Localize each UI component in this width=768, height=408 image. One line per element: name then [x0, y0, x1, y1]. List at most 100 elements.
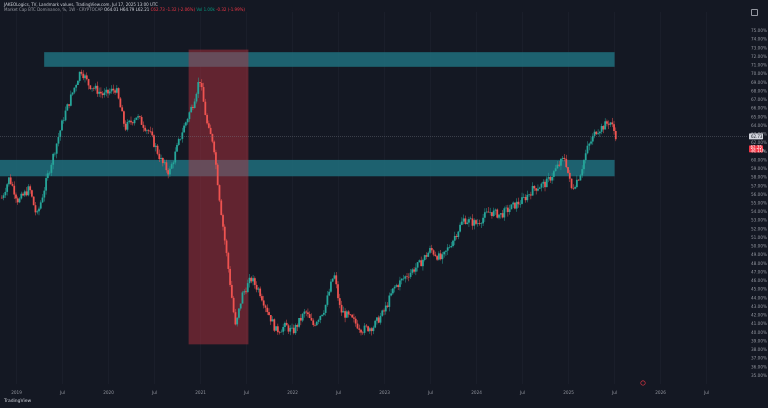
chart-zones	[0, 49, 615, 345]
candle-body	[370, 328, 373, 332]
candle-body	[377, 317, 380, 323]
candle-body	[307, 312, 309, 315]
time-tick-label: 2022	[287, 390, 298, 395]
tradingview-logo-icon: TradingView	[4, 399, 31, 404]
candle-body	[448, 247, 451, 248]
candle-body	[82, 73, 85, 79]
price-tick-label: 40.00%	[751, 330, 767, 335]
chart-settings-icon[interactable]	[751, 9, 758, 16]
candle-body	[575, 179, 578, 188]
candle-body	[11, 184, 14, 186]
chart-publisher-line: JAKEOLogics, TV, Landmark values, Tradin…	[4, 2, 158, 7]
candle-body	[501, 213, 504, 218]
candle-body	[561, 157, 564, 159]
candle-body	[528, 194, 530, 196]
candle-body	[455, 235, 458, 237]
price-tick-label: 47.00%	[751, 269, 767, 274]
candle-body	[413, 269, 415, 272]
candle-body	[301, 313, 304, 321]
candle-body	[57, 137, 60, 144]
candle-body	[230, 284, 233, 298]
candle-body	[556, 164, 559, 169]
symbol-ohlc-line: Market Cap BTC Dominance, %, 1W · CRYPTO…	[4, 7, 245, 12]
candle-body	[238, 308, 240, 318]
candle-body	[597, 133, 600, 135]
candle-body	[340, 304, 343, 313]
price-tick-label: 71.00%	[751, 63, 767, 68]
candle-body	[114, 90, 116, 93]
candle-body	[462, 218, 465, 222]
candle-body	[287, 325, 290, 332]
candle-body	[522, 197, 525, 198]
candle-body	[591, 135, 594, 142]
candle-body	[153, 135, 155, 147]
candle-body	[59, 130, 62, 138]
candle-body	[269, 315, 272, 322]
candle-body	[158, 153, 161, 160]
candle-body	[492, 210, 495, 217]
time-tick-label: Jul	[611, 390, 617, 395]
candle-body	[572, 188, 575, 189]
candle-body	[243, 291, 246, 293]
candle-body	[18, 198, 21, 203]
price-tick-label: 70.00%	[751, 71, 767, 76]
time-tick-label: Jul	[427, 390, 433, 395]
candle-body	[464, 218, 467, 224]
candle-body	[303, 311, 306, 314]
candle-body	[206, 115, 208, 124]
candle-body	[225, 240, 228, 253]
candle-body	[62, 120, 65, 121]
candle-body	[289, 327, 292, 332]
price-tick-label: 74.00%	[751, 37, 767, 42]
candle-body	[69, 94, 72, 106]
candle-body	[253, 278, 256, 285]
candle-body	[508, 209, 511, 213]
candle-body	[117, 88, 120, 99]
candle-body	[549, 177, 552, 181]
candle-body	[446, 247, 449, 251]
candle-body	[374, 320, 377, 328]
candle-body	[583, 160, 585, 170]
candle-body	[66, 104, 69, 111]
candle-body	[55, 143, 58, 154]
alert-price-badge	[749, 145, 763, 153]
candle-body	[552, 171, 555, 177]
candle-body	[38, 208, 40, 212]
candle-body	[531, 185, 534, 196]
candle-body	[61, 120, 63, 131]
candle-body	[43, 190, 46, 198]
candle-body	[547, 177, 550, 179]
candle-body	[192, 106, 194, 109]
candle-body	[146, 130, 148, 131]
candle-body	[480, 223, 483, 224]
candle-body	[248, 277, 251, 284]
candle-body	[232, 297, 235, 313]
candle-body	[0, 197, 3, 199]
symbol-label[interactable]: Market Cap BTC Dominance, %, 1W · CRYPTO…	[4, 7, 103, 12]
price-tick-label: 38.00%	[751, 347, 767, 352]
price-axis[interactable]: 75.00% 74.00% 73.00% 72.00% 71.00% 70.00% 69.0…	[749, 28, 767, 378]
candle-body	[36, 211, 39, 213]
candle-body	[124, 123, 127, 130]
candle-body	[27, 186, 30, 196]
alert-price-badge-text: 62.35	[751, 144, 763, 149]
candle-body	[499, 213, 502, 215]
candle-body	[200, 83, 203, 88]
candle-body	[563, 157, 566, 160]
candle-body	[13, 185, 16, 195]
candle-body	[489, 212, 492, 213]
chart-header: JAKEOLogics, TV, Landmark values, Tradin…	[4, 2, 245, 12]
candle-body	[498, 214, 500, 218]
candle-body	[314, 325, 316, 326]
candle-body	[156, 145, 159, 154]
ohlc-change: -1.32 (-2.06%)	[166, 7, 196, 12]
candle-body	[20, 193, 23, 199]
candle-body	[259, 288, 262, 297]
candle-body	[395, 285, 398, 287]
price-tick-label: 68.00%	[751, 88, 767, 93]
candle-body	[358, 328, 361, 330]
candle-body	[529, 194, 532, 196]
candle-body	[391, 288, 394, 294]
time-axis[interactable]: 2019 Jul 2020 Jul 2021 Jul 2022 Jul 2023 Jul 2024 J…	[11, 390, 709, 395]
